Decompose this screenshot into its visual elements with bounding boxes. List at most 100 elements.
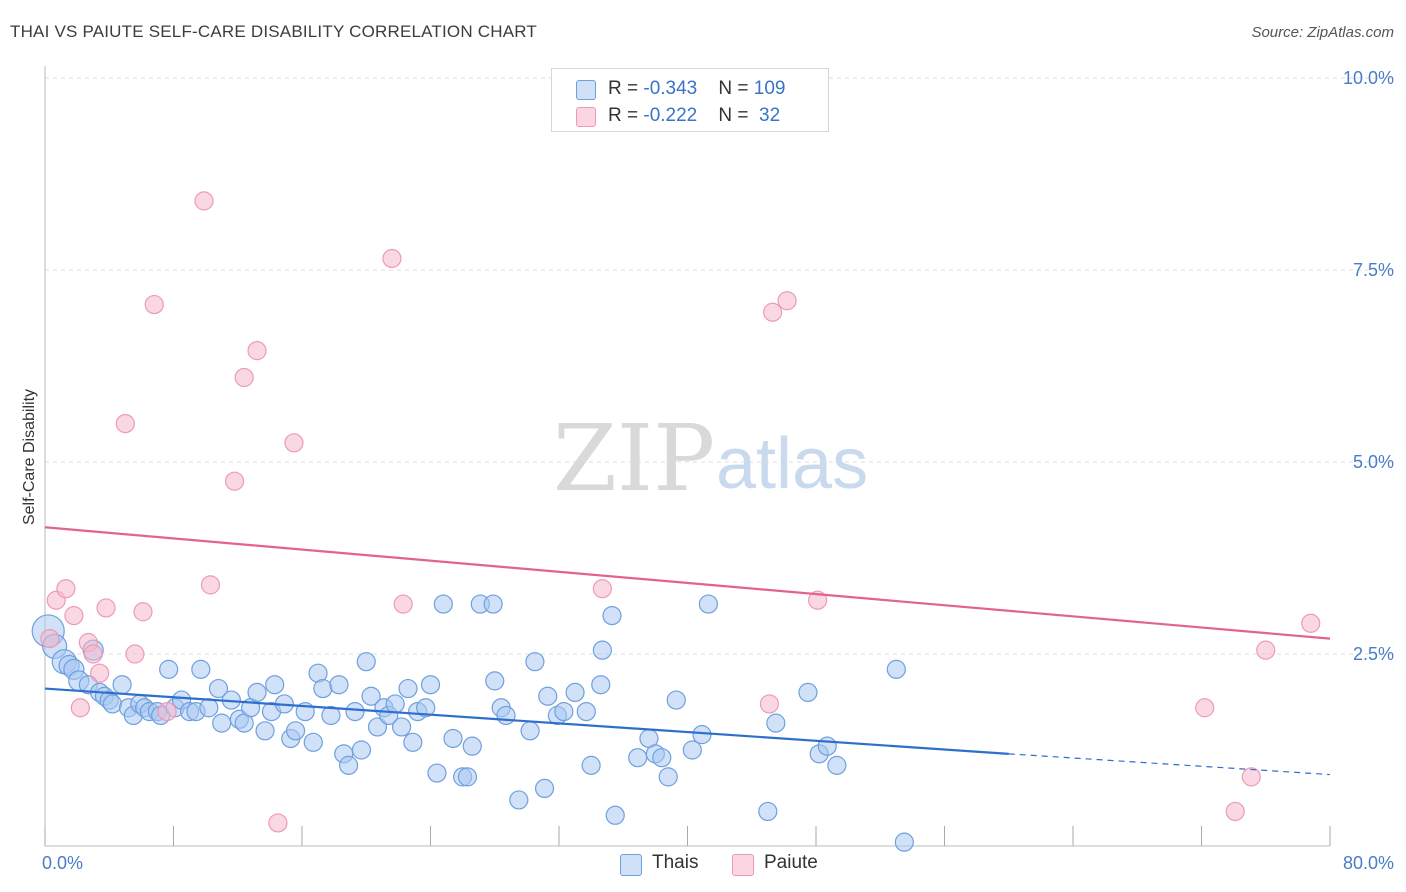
paiute-trend-line	[44, 526, 1331, 640]
paiute-legend-label: Paiute	[764, 852, 818, 873]
thais-point-57	[398, 678, 418, 699]
thais-point-100	[817, 736, 837, 756]
paiute-point-10	[125, 644, 145, 664]
chart-title: THAI VS PAIUTE SELF-CARE DISABILITY CORR…	[10, 22, 537, 41]
thais-point-51	[361, 686, 381, 706]
gridlines	[45, 77, 1395, 655]
trend-lines	[44, 526, 1331, 776]
paiute-point-8	[96, 598, 116, 618]
paiute-point-9	[115, 414, 135, 434]
thais-point-75	[525, 652, 545, 672]
thais-point-39	[285, 721, 306, 741]
y-tick-label-0: 2.5%	[1353, 644, 1394, 664]
paiute-points	[40, 191, 1321, 833]
paiute-point-24	[759, 694, 780, 714]
thais-point-74	[520, 721, 540, 741]
y-tick-label-2: 7.5%	[1353, 260, 1394, 280]
paiute-point-7	[90, 663, 110, 683]
thais-n-label: N =	[718, 78, 754, 99]
thais-point-50	[356, 652, 376, 672]
correlation-legend: R = -0.343 N = 109 R = -0.222 N = 32	[551, 68, 829, 132]
thais-point-36	[265, 675, 285, 695]
thais-point-96	[758, 801, 778, 822]
thais-point-43	[313, 678, 333, 699]
thais-point-90	[652, 748, 672, 768]
thais-point-33	[247, 682, 267, 703]
x-tick-label-max: 80.0%	[1343, 853, 1394, 873]
thais-point-45	[329, 675, 349, 695]
thais-point-69	[483, 594, 503, 614]
chart-source: Source: ZipAtlas.com	[1251, 24, 1394, 41]
thais-r-value: -0.343	[643, 78, 698, 99]
paiute-point-21	[382, 248, 402, 269]
thais-point-27	[208, 678, 229, 699]
paiute-point-32	[1301, 613, 1321, 633]
paiute-point-18	[247, 341, 267, 361]
thais-point-82	[581, 755, 601, 775]
thais-trend-extension	[1008, 753, 1331, 776]
paiute-n-value: 32	[753, 105, 781, 126]
paiute-point-16	[224, 471, 245, 491]
thais-point-55	[385, 694, 405, 714]
paiute-point-11	[133, 602, 153, 622]
thais-point-60	[416, 698, 436, 718]
thais-point-101	[827, 755, 847, 775]
thais-trend-line	[44, 687, 1009, 755]
thais-point-49	[351, 740, 372, 760]
thais-point-25	[191, 659, 211, 679]
paiute-swatch	[576, 107, 596, 127]
thais-points	[31, 594, 914, 852]
thais-point-79	[554, 701, 574, 722]
watermark-atlas: atlas	[716, 424, 868, 504]
y-axis-title: Self-Care Disability	[21, 389, 38, 525]
thais-point-11	[102, 694, 123, 714]
thais-point-52	[367, 717, 388, 737]
paiute-point-19	[268, 813, 288, 833]
thais-point-67	[462, 736, 482, 756]
watermark-zip: ZIP	[553, 405, 715, 512]
thais-legend-swatch	[620, 854, 642, 876]
paiute-point-2	[56, 579, 76, 599]
paiute-point-17	[234, 367, 254, 388]
thais-point-20	[159, 659, 179, 679]
thais-point-34	[255, 721, 275, 741]
paiute-point-13	[157, 701, 177, 722]
thais-point-80	[565, 682, 585, 703]
tick-labels: 2.5% 5.0% 7.5% 10.0% 0.0% 80.0%	[42, 68, 1394, 873]
thais-point-103	[894, 832, 914, 852]
thais-point-92	[666, 690, 686, 710]
paiute-point-26	[777, 291, 797, 311]
thais-point-58	[403, 732, 423, 752]
paiute-point-29	[1225, 801, 1245, 822]
thais-swatch	[576, 80, 596, 100]
paiute-point-23	[592, 579, 612, 599]
thais-point-61	[420, 675, 441, 695]
thais-point-83	[591, 675, 611, 695]
paiute-n-label: N =	[718, 105, 754, 126]
paiute-point-25	[763, 302, 783, 322]
paiute-point-6	[83, 644, 103, 664]
thais-point-85	[602, 605, 622, 626]
paiute-point-12	[144, 294, 164, 315]
thais-point-98	[798, 682, 818, 703]
thais-point-56	[391, 717, 412, 737]
paiute-legend-swatch	[732, 854, 754, 876]
thais-point-77	[538, 686, 558, 706]
thais-point-91	[658, 767, 678, 787]
paiute-point-20	[284, 433, 304, 453]
y-tick-label-1: 5.0%	[1353, 452, 1394, 472]
thais-point-97	[766, 713, 786, 733]
thais-point-47	[338, 755, 359, 775]
thais-n-value: 109	[753, 78, 786, 99]
thais-point-81	[576, 701, 596, 722]
thais-point-64	[443, 728, 463, 749]
thais-point-73	[509, 790, 529, 810]
thais-point-63	[433, 594, 453, 614]
thais-point-28	[212, 713, 232, 733]
axes	[44, 66, 1331, 847]
thais-point-93	[682, 740, 702, 760]
thais-point-26	[199, 698, 219, 718]
thais-point-102	[886, 659, 906, 679]
thais-point-66	[457, 767, 478, 787]
